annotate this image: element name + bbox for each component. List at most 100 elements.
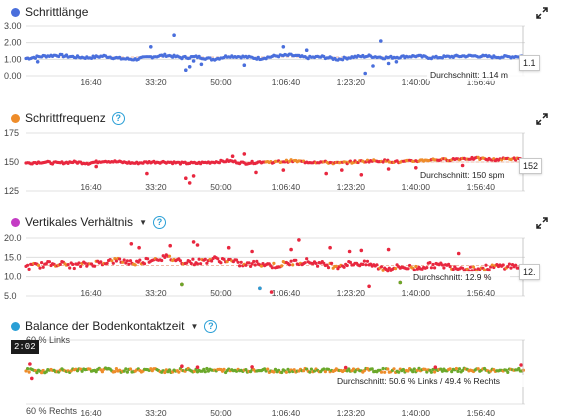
caret-down-icon[interactable]: ▼ xyxy=(139,217,147,227)
caret-down-icon[interactable]: ▼ xyxy=(190,321,199,331)
data-point xyxy=(309,367,313,371)
data-point xyxy=(334,264,338,268)
outlier-point xyxy=(187,181,192,185)
data-point xyxy=(189,261,193,266)
data-point xyxy=(482,268,487,272)
data-point xyxy=(392,367,396,371)
outlier-point xyxy=(230,154,235,158)
data-point xyxy=(216,257,220,261)
y-tick-label: 2.00 xyxy=(4,38,22,48)
data-point xyxy=(484,263,488,267)
data-point xyxy=(429,266,433,270)
data-point xyxy=(379,370,384,374)
data-point xyxy=(266,367,270,371)
data-point xyxy=(347,367,351,371)
x-tick-label: 16:40 xyxy=(80,408,102,418)
outlier-point xyxy=(35,60,40,64)
outlier-point xyxy=(187,65,192,69)
outlier-point xyxy=(184,176,188,180)
x-tick-label: 50:00 xyxy=(210,182,232,192)
x-tick-label: 50:00 xyxy=(210,408,232,418)
data-point xyxy=(89,56,94,61)
data-point xyxy=(303,261,307,265)
data-point xyxy=(250,262,254,266)
data-point xyxy=(113,257,117,261)
data-point xyxy=(222,367,226,371)
data-point xyxy=(124,261,128,265)
data-point xyxy=(35,371,39,375)
data-point xyxy=(71,262,75,266)
chart-plot-vertikales-verhaeltnis[interactable]: 20.0 15.0 10.0 5.0 16:40 33:20 50:00 1:06:40 1:2… xyxy=(0,232,570,308)
outlier-point xyxy=(394,60,399,64)
expand-arrows-icon[interactable] xyxy=(536,113,548,125)
question-circle-icon[interactable]: ? xyxy=(111,111,125,125)
chart-plot-schrittfrequenz[interactable]: 175 150 125 16:40 33:20 50:00 1:06:40 1:23:20 1:… xyxy=(0,128,570,202)
expand-arrows-icon[interactable] xyxy=(536,217,548,229)
x-tick-label: 1:56:40 xyxy=(467,182,496,192)
data-point xyxy=(178,259,182,263)
data-point xyxy=(270,266,274,270)
expand-arrows-icon[interactable] xyxy=(536,7,548,19)
x-tick-label: 1:23:20 xyxy=(337,77,366,87)
outlier-point xyxy=(386,247,391,252)
data-point xyxy=(244,263,248,267)
question-circle-icon[interactable]: ? xyxy=(152,215,166,229)
data-point xyxy=(253,263,257,267)
data-point xyxy=(428,261,432,265)
data-point xyxy=(471,265,476,269)
data-point xyxy=(287,263,292,267)
y-tick-label: 60 % Rechts xyxy=(26,406,78,416)
outlier-point xyxy=(398,280,403,285)
series-color-dot xyxy=(11,113,20,123)
series-color-dot xyxy=(11,321,20,331)
data-point xyxy=(448,265,452,269)
data-point xyxy=(239,260,243,264)
data-point xyxy=(68,266,72,270)
data-point xyxy=(381,366,385,371)
data-point xyxy=(199,262,203,266)
data-point xyxy=(412,268,416,272)
x-tick-label: 50:00 xyxy=(210,77,232,87)
data-point xyxy=(177,370,181,374)
y-tick-label: 150 xyxy=(4,157,19,167)
data-point xyxy=(431,367,435,372)
average-label-bg xyxy=(334,375,538,387)
data-point xyxy=(325,263,329,267)
chart-plot-schrittlaenge[interactable]: 3.00 2.00 1.00 0.00 16:40 33:20 50:00 1:06:40 1:… xyxy=(0,20,570,100)
data-point xyxy=(44,370,48,374)
data-point xyxy=(375,263,379,267)
series-color-dot xyxy=(11,7,20,17)
data-point xyxy=(397,370,401,374)
outlier-point xyxy=(242,152,247,156)
x-tick-label: 33:20 xyxy=(145,408,167,418)
chart-panel-schrittlaenge: Schrittlänge 3.00 2.00 1.00 0.00 16:40 33:20 5… xyxy=(0,4,570,102)
data-point xyxy=(308,370,312,374)
chart-plot-balance-bodenkontaktzeit[interactable]: 60 % Links 60 % Rechts 16:40 33:20 50:00 1:06… xyxy=(0,335,570,420)
outlier-point xyxy=(347,249,352,254)
data-point xyxy=(362,259,366,263)
data-point xyxy=(238,264,242,268)
outlier-point xyxy=(180,282,184,287)
data-point xyxy=(252,259,256,264)
data-point xyxy=(133,263,137,267)
data-point xyxy=(490,263,494,267)
data-point xyxy=(167,254,172,258)
data-point xyxy=(26,263,30,267)
question-circle-icon[interactable]: ? xyxy=(204,319,218,333)
data-point xyxy=(414,264,418,269)
outlier-point xyxy=(191,59,196,63)
data-point xyxy=(451,267,455,272)
data-point xyxy=(38,266,42,270)
data-point xyxy=(27,267,31,271)
data-point xyxy=(66,263,70,267)
data-point xyxy=(280,264,284,268)
outlier-point xyxy=(340,168,344,172)
cursor-value-box: 152 xyxy=(519,158,543,174)
x-tick-label: 1:40:00 xyxy=(402,288,431,298)
average-label: Durchschnitt: 12.9 % xyxy=(413,272,492,282)
data-point xyxy=(128,259,133,263)
data-point xyxy=(114,259,118,263)
outlier-point xyxy=(149,45,153,49)
outlier-point xyxy=(137,245,141,250)
outlier-point xyxy=(145,171,149,176)
